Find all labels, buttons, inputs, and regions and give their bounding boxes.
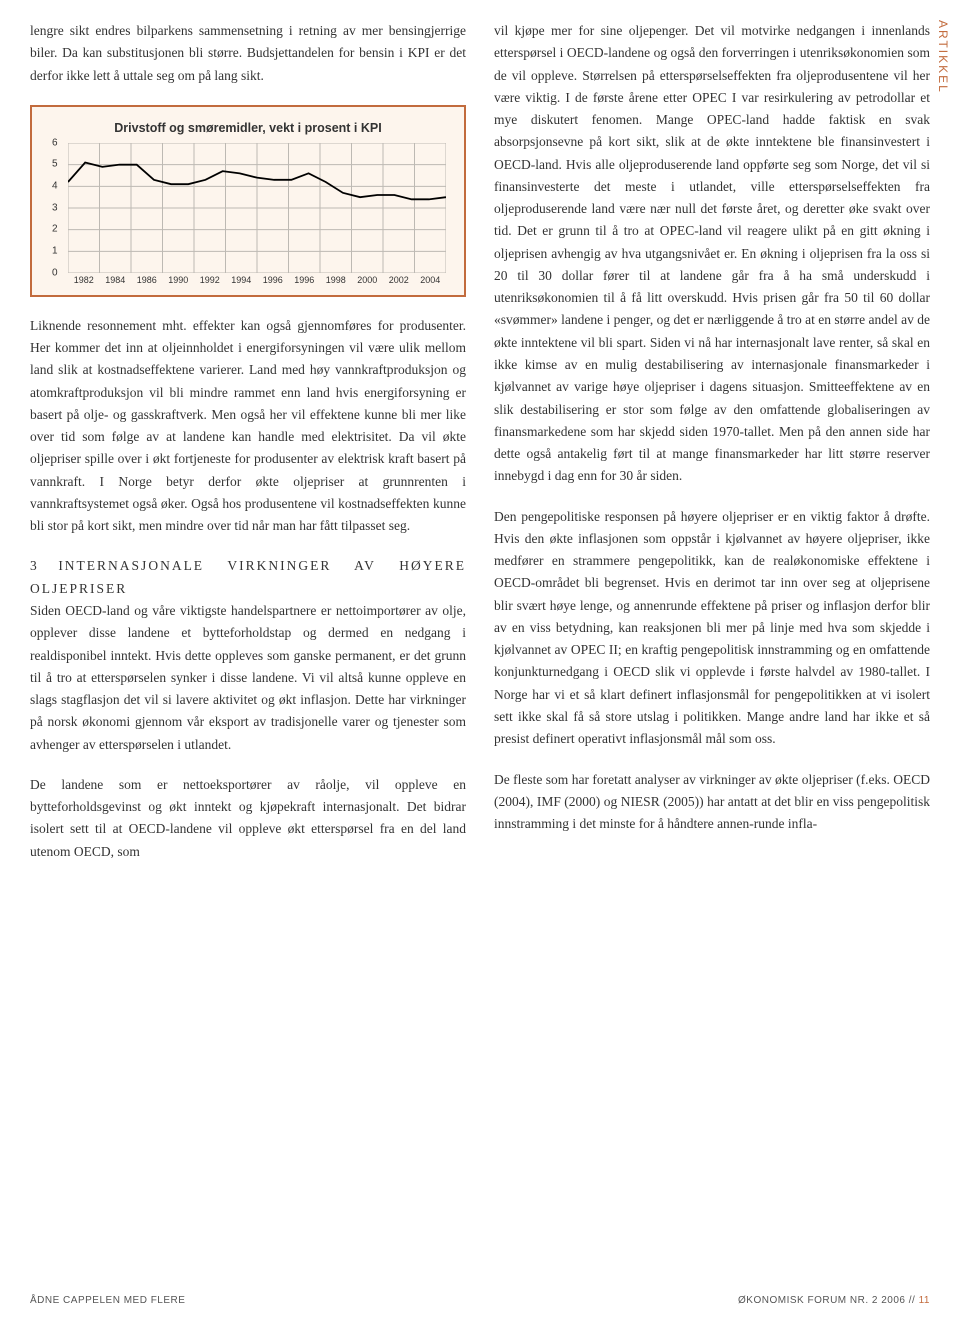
chart-xtick: 1992: [194, 275, 226, 285]
side-label: ARTIKKEL: [936, 20, 950, 94]
chart-xtick: 2000: [352, 275, 384, 285]
section-heading: 3 INTERNASJONALE VIRKNINGER AV HØYERE OL…: [30, 555, 466, 600]
page-number: 11: [919, 1295, 930, 1306]
page-footer: ÅDNE CAPPELEN MED FLERE ØKONOMISK FORUM …: [30, 1295, 930, 1306]
paragraph: Siden OECD-land og våre viktigste handel…: [30, 600, 466, 756]
chart-container: Drivstoff og smøremidler, vekt i prosent…: [30, 105, 466, 297]
paragraph: De landene som er nettoeksportører av rå…: [30, 774, 466, 863]
chart-plot-area: 0123456: [68, 143, 446, 273]
paragraph: De fleste som har foretatt analyser av v…: [494, 769, 930, 836]
chart-xtick: 1986: [131, 275, 163, 285]
chart-xtick: 2004: [415, 275, 447, 285]
left-column: lengre sikt endres bilparkens sammensetn…: [30, 20, 466, 863]
chart-xtick: 2002: [383, 275, 415, 285]
paragraph: vil kjøpe mer for sine oljepenger. Det v…: [494, 20, 930, 488]
chart-ytick: 3: [52, 202, 58, 213]
chart-ytick: 4: [52, 181, 58, 192]
right-column: vil kjøpe mer for sine oljepenger. Det v…: [494, 20, 930, 863]
chart-ytick: 1: [52, 246, 58, 257]
paragraph: Liknende resonnement mht. effekter kan o…: [30, 315, 466, 538]
chart-xtick: 1982: [68, 275, 100, 285]
chart-ytick: 0: [52, 267, 58, 278]
paragraph: lengre sikt endres bilparkens sammensetn…: [30, 20, 466, 87]
chart-ytick: 6: [52, 137, 58, 148]
chart-ytick: 2: [52, 224, 58, 235]
footer-pub: ØKONOMISK FORUM NR. 2 2006 //: [738, 1295, 915, 1306]
chart-xtick: 1990: [163, 275, 195, 285]
chart-xtick: 1984: [100, 275, 132, 285]
footer-right: ØKONOMISK FORUM NR. 2 2006 // 11: [738, 1295, 930, 1306]
two-column-layout: lengre sikt endres bilparkens sammensetn…: [30, 20, 930, 863]
chart-xtick: 1994: [226, 275, 258, 285]
chart-svg: [68, 143, 446, 273]
chart-ytick: 5: [52, 159, 58, 170]
section-number: 3: [30, 558, 37, 573]
paragraph: Den pengepolitiske responsen på høyere o…: [494, 506, 930, 751]
chart-xtick: 1998: [320, 275, 352, 285]
section-title: INTERNASJONALE VIRKNINGER AV HØYERE OLJE…: [30, 558, 466, 595]
chart-title: Drivstoff og smøremidler, vekt i prosent…: [50, 121, 446, 135]
chart-x-axis: 1982198419861990199219941996199619982000…: [68, 275, 446, 285]
footer-left: ÅDNE CAPPELEN MED FLERE: [30, 1295, 185, 1306]
chart-xtick: 1996: [289, 275, 321, 285]
chart-xtick: 1996: [257, 275, 289, 285]
